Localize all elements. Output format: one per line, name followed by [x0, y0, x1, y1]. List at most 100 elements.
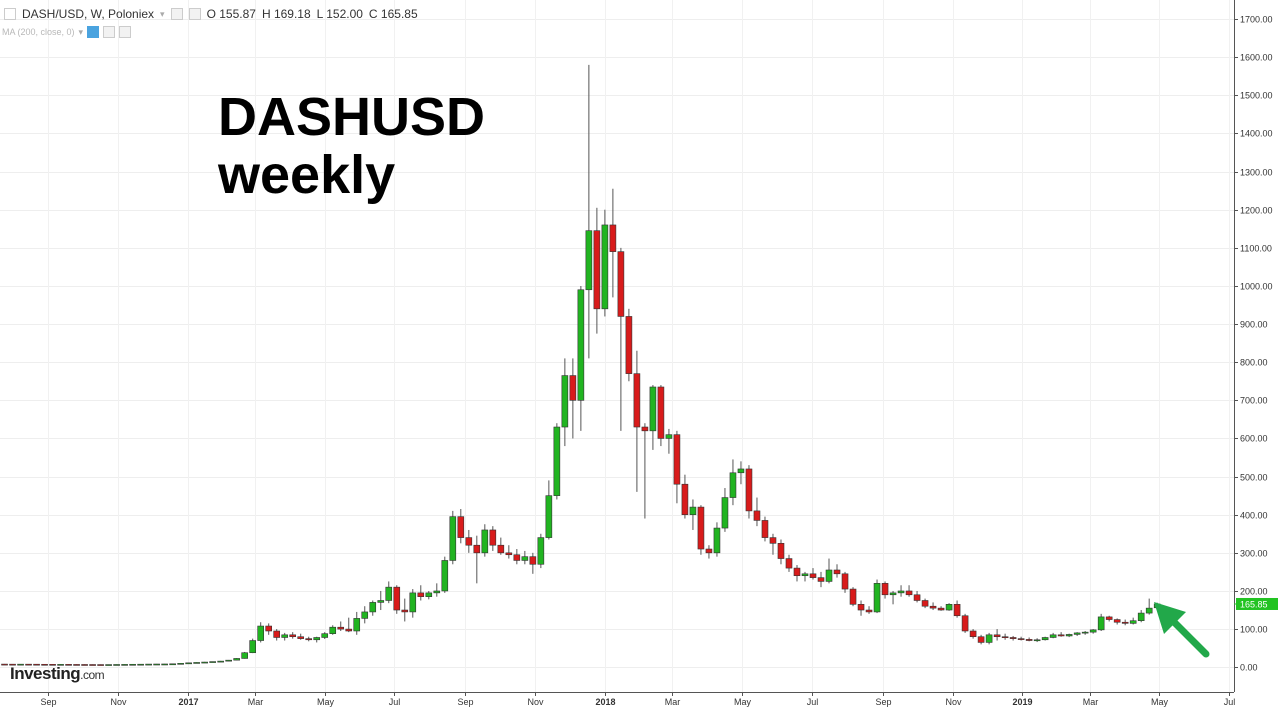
- collapse-icon[interactable]: [4, 8, 16, 20]
- x-tick-label: Jul: [1224, 697, 1236, 707]
- candle: [665, 428, 673, 454]
- candle: [481, 524, 489, 557]
- candle: [1089, 629, 1097, 634]
- x-tick-label: 2019: [1012, 697, 1032, 707]
- candle-body: [401, 609, 409, 613]
- candle-body: [625, 316, 633, 374]
- y-tick-label: 800.00: [1240, 358, 1268, 368]
- candle: [785, 554, 793, 572]
- candle: [897, 585, 905, 597]
- y-tick-label: 500.00: [1240, 473, 1268, 483]
- candle: [105, 664, 112, 666]
- candle: [457, 508, 465, 544]
- candle: [545, 480, 553, 540]
- candle: [713, 522, 721, 557]
- symbol-legend: DASH/USD, W, Poloniex ▾ O 155.87 H 169.1…: [4, 7, 418, 21]
- candle-body: [65, 664, 72, 666]
- candle: [193, 662, 200, 664]
- candle-body: [921, 600, 929, 607]
- price-axis[interactable]: 1700.00 1600.00 1500.00 1400.00 1300.00 1200.…: [1234, 0, 1273, 692]
- candle-body: [633, 373, 641, 428]
- settings-icon[interactable]: [170, 8, 183, 20]
- eye-icon[interactable]: [87, 26, 100, 38]
- candle: [305, 636, 313, 642]
- candle: [425, 590, 433, 600]
- hide-icon[interactable]: [188, 8, 201, 20]
- candle-body: [1025, 639, 1033, 641]
- candle-body: [793, 567, 801, 577]
- candle-body: [697, 506, 705, 550]
- candle: [1081, 630, 1089, 635]
- candle: [1033, 638, 1041, 643]
- candle: [881, 581, 889, 599]
- candle-body: [129, 663, 136, 666]
- candle: [617, 247, 625, 431]
- candle-body: [905, 590, 913, 596]
- candle: [721, 488, 729, 532]
- candle-body: [257, 625, 264, 641]
- candle: [793, 565, 801, 582]
- candle: [473, 535, 481, 584]
- candle-body: [321, 633, 329, 638]
- candle-body: [745, 468, 753, 512]
- y-tick-label: 200.00: [1240, 587, 1268, 597]
- candle: [513, 549, 521, 565]
- candle: [337, 621, 345, 631]
- indicator-name[interactable]: MA (200, close, 0): [2, 27, 75, 37]
- candle: [41, 663, 48, 666]
- candle-body: [641, 426, 649, 432]
- candle-body: [1145, 607, 1153, 614]
- candle-body: [689, 506, 697, 516]
- candle-body: [977, 636, 985, 643]
- candle: [1121, 619, 1129, 626]
- candle-body: [185, 662, 192, 665]
- candle-body: [545, 495, 553, 538]
- candle: [369, 600, 377, 616]
- candle-body: [329, 626, 337, 634]
- candle: [249, 638, 256, 654]
- candle: [345, 617, 353, 633]
- candle-body: [473, 544, 481, 554]
- chevron-down-icon[interactable]: ▾: [160, 8, 165, 19]
- candle-body: [345, 628, 353, 632]
- x-tick-label: May: [734, 697, 752, 707]
- candle-body: [1081, 631, 1089, 634]
- candle-body: [73, 664, 80, 666]
- candle-body: [737, 468, 745, 474]
- settings-icon[interactable]: [103, 26, 116, 38]
- candle: [217, 660, 224, 663]
- candle: [385, 581, 393, 604]
- candle-body: [713, 527, 721, 554]
- candle: [697, 505, 705, 555]
- y-tick-label: 1400.00: [1240, 129, 1273, 139]
- candle: [689, 499, 697, 530]
- candle-body: [313, 637, 321, 641]
- candle-body: [209, 661, 216, 663]
- time-axis[interactable]: Sep Nov 2017 Mar May Jul Sep Nov 2018 Mar May Jul Se…: [0, 692, 1235, 707]
- candle-body: [49, 664, 56, 666]
- candle-body: [609, 224, 617, 252]
- x-tick-label: May: [1151, 697, 1169, 707]
- candle: [849, 587, 857, 607]
- candle-body: [425, 592, 433, 597]
- candle: [817, 571, 825, 588]
- chevron-down-icon[interactable]: ▾: [78, 26, 84, 37]
- candle: [185, 662, 192, 665]
- candle: [777, 539, 785, 565]
- candle: [681, 474, 689, 519]
- candle-body: [553, 426, 561, 496]
- candle: [313, 636, 321, 643]
- candle-body: [1105, 616, 1113, 620]
- candle-body: [417, 592, 425, 597]
- candle-body: [105, 664, 112, 666]
- candle: [169, 663, 176, 666]
- close-icon[interactable]: [119, 26, 132, 38]
- x-tick-label: Nov: [945, 697, 962, 707]
- candle: [953, 600, 961, 618]
- candle: [865, 606, 873, 614]
- symbol-name[interactable]: DASH/USD, W, Poloniex: [22, 7, 155, 21]
- candle-body: [409, 592, 417, 613]
- candle: [297, 633, 305, 640]
- y-tick-label: 1100.00: [1240, 244, 1272, 254]
- candle-body: [201, 661, 208, 664]
